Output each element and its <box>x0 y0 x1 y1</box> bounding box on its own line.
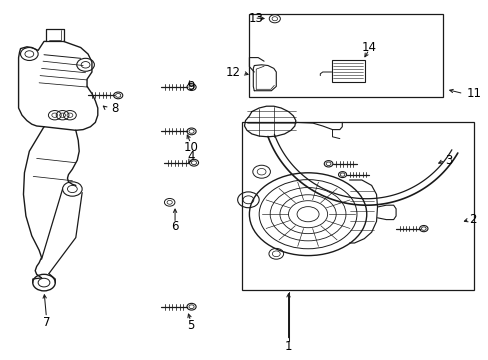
Text: 9: 9 <box>186 80 194 93</box>
Text: 10: 10 <box>183 141 198 154</box>
Bar <box>242 122 473 290</box>
Text: 8: 8 <box>111 102 119 115</box>
Text: 3: 3 <box>444 154 451 167</box>
Text: 12: 12 <box>225 66 240 79</box>
Text: 4: 4 <box>186 150 194 163</box>
Text: 5: 5 <box>186 319 194 332</box>
Text: 7: 7 <box>42 316 50 329</box>
Bar <box>249 14 442 97</box>
Text: 13: 13 <box>248 12 263 24</box>
Text: 11: 11 <box>466 87 481 100</box>
Text: 14: 14 <box>361 41 376 54</box>
Text: 2: 2 <box>468 213 476 226</box>
Bar <box>331 60 364 82</box>
Text: 6: 6 <box>171 220 179 233</box>
Text: 1: 1 <box>284 340 292 353</box>
